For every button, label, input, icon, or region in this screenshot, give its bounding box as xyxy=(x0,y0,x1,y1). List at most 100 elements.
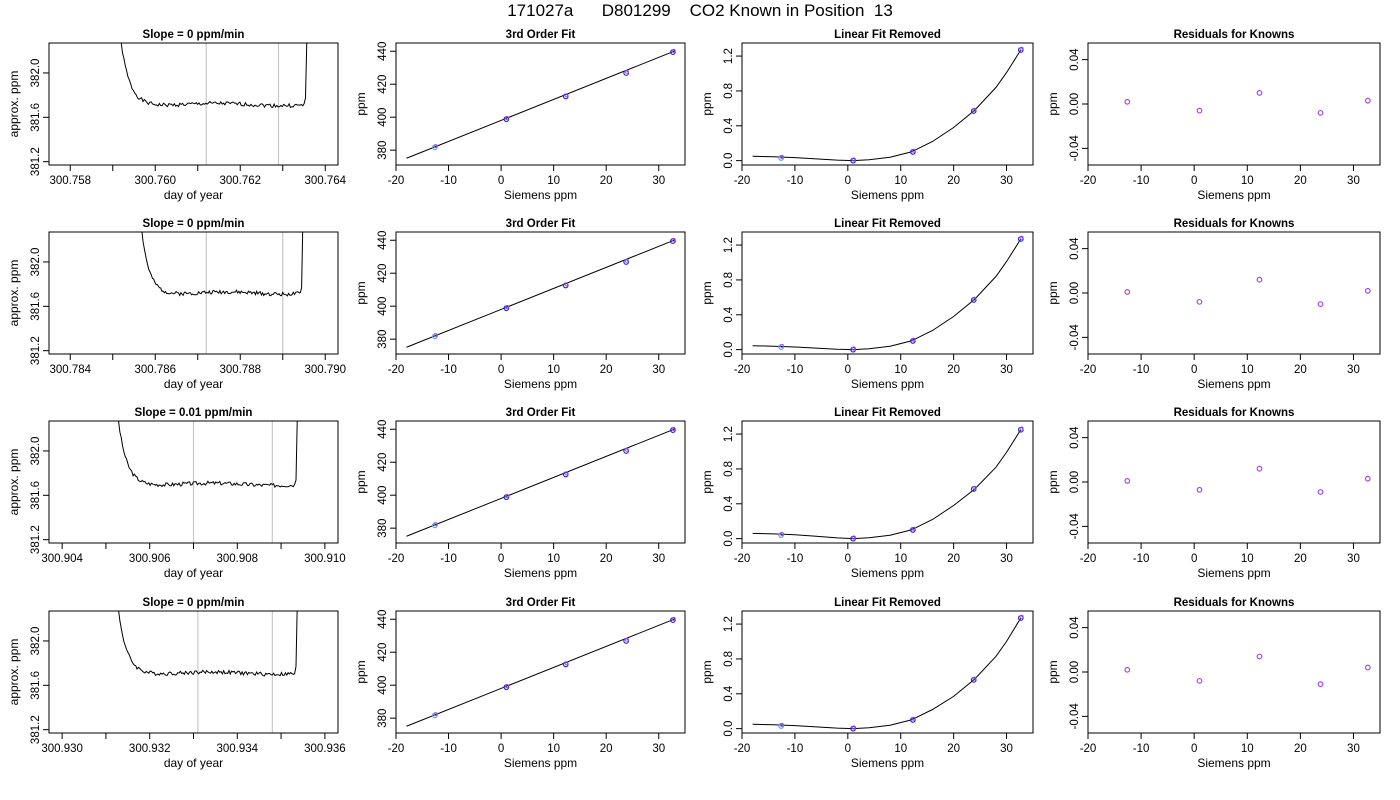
x-tick-label: 0 xyxy=(498,364,504,376)
x-tick-label: 30 xyxy=(652,743,665,755)
y-tick-label: 0.4 xyxy=(723,117,735,134)
plot-frame xyxy=(741,420,1034,544)
data-point-replicate xyxy=(1019,614,1024,619)
x-tick-label: 0 xyxy=(1191,743,1197,755)
data-point-replicate xyxy=(779,154,784,159)
x-tick-label: -20 xyxy=(1080,175,1097,187)
y-axis-label: ppm xyxy=(1046,660,1060,683)
x-tick-label: 20 xyxy=(600,553,613,565)
panel-4-3: -20 -10 0 10 20 30 0.0 0.4 0.8 1.2 Linear Fit Remo… xyxy=(700,597,1034,770)
x-tick-label: 10 xyxy=(547,743,560,755)
y-tick-label: 0.04 xyxy=(1069,426,1081,449)
panel-title: Slope = 0 ppm/min xyxy=(143,597,245,609)
x-tick-label: 30 xyxy=(652,553,665,565)
panel-title: 3rd Order Fit xyxy=(506,29,576,41)
x-tick-label: 10 xyxy=(894,175,907,187)
y-tick-label: 380 xyxy=(377,141,389,160)
data-point xyxy=(1196,107,1203,114)
x-axis-label: Siemens ppm xyxy=(504,566,577,580)
x-tick-label: 0 xyxy=(845,364,851,376)
data-point-replicate xyxy=(433,333,438,338)
y-axis-label: ppm xyxy=(700,281,714,304)
plot-frame xyxy=(741,42,1034,166)
y-axis-label: ppm xyxy=(1046,281,1060,304)
data-point-replicate xyxy=(671,426,676,431)
plot-frame xyxy=(1087,610,1381,734)
x-tick-label: 300.934 xyxy=(216,743,258,755)
fit-curve xyxy=(752,238,1022,351)
x-tick-label: 0 xyxy=(1191,364,1197,376)
y-tick-label: 420 xyxy=(377,643,389,662)
plot-data xyxy=(120,43,308,109)
data-point-replicate xyxy=(1019,46,1024,51)
panel-4-4: -20 -10 0 10 20 30 -0.04 0.00 0.04 Residuals for … xyxy=(1046,597,1381,770)
data-point-replicate xyxy=(564,471,569,476)
y-tick-label: 381.2 xyxy=(30,147,42,176)
x-axis-label: Siemens ppm xyxy=(851,377,924,391)
plot-data xyxy=(406,239,675,348)
x-tick-label: -20 xyxy=(388,553,405,565)
fit-line xyxy=(406,239,675,348)
data-point-replicate xyxy=(851,346,856,351)
y-tick-label: 0.4 xyxy=(723,685,735,702)
x-axis-label: Siemens ppm xyxy=(504,377,577,391)
y-tick-label: 440 xyxy=(377,42,389,61)
x-axis-label: Siemens ppm xyxy=(851,756,924,770)
concentration-trace xyxy=(141,232,304,297)
plot-data xyxy=(752,49,1022,162)
y-tick-label: 0.00 xyxy=(1069,282,1081,304)
data-point xyxy=(1196,677,1203,684)
panel-title: Linear Fit Removed xyxy=(834,597,941,609)
x-tick-label: 300.764 xyxy=(304,175,346,187)
y-tick-label: 381.6 xyxy=(30,481,42,510)
y-tick-label: 0.0 xyxy=(723,531,735,547)
y-axis-label: approx. ppm xyxy=(7,260,21,327)
plot-frame xyxy=(1087,420,1381,544)
x-tick-label: 20 xyxy=(1294,364,1307,376)
y-tick-label: 400 xyxy=(377,297,389,316)
y-tick-label: 382.0 xyxy=(30,59,42,88)
x-tick-label: 300.906 xyxy=(129,553,171,565)
data-point-replicate xyxy=(1019,426,1024,431)
x-tick-label: -20 xyxy=(388,175,405,187)
x-tick-label: 300.788 xyxy=(219,364,261,376)
data-point-replicate xyxy=(433,522,438,527)
x-tick-label: 0 xyxy=(845,553,851,565)
x-axis-label: Siemens ppm xyxy=(1197,188,1270,202)
panel-title: 3rd Order Fit xyxy=(506,407,576,419)
y-axis-label: ppm xyxy=(354,660,368,683)
plot-frame xyxy=(48,42,339,166)
x-tick-label: 300.786 xyxy=(134,364,176,376)
panel-3-2: -20 -10 0 10 20 30 380 400 420 440 3rd Order Fit Si… xyxy=(354,407,686,580)
x-axis-label: Siemens ppm xyxy=(851,188,924,202)
plot-frame xyxy=(1087,231,1381,355)
y-tick-label: 381.2 xyxy=(30,525,42,554)
fit-line xyxy=(406,618,675,727)
y-axis-label: ppm xyxy=(354,92,368,115)
x-axis-label: Siemens ppm xyxy=(504,756,577,770)
x-tick-label: -10 xyxy=(1133,553,1150,565)
x-tick-label: 30 xyxy=(1347,553,1360,565)
plot-frame xyxy=(395,610,686,734)
panel-3-4: -20 -10 0 10 20 30 -0.04 0.00 0.04 Residuals for … xyxy=(1046,407,1381,580)
data-point xyxy=(1196,486,1203,493)
y-tick-label: -0.04 xyxy=(1069,135,1081,162)
panel-title: Residuals for Knowns xyxy=(1174,407,1295,419)
x-tick-label: -10 xyxy=(787,175,804,187)
panel-2-3: -20 -10 0 10 20 30 0.0 0.4 0.8 1.2 Linear Fit Remo… xyxy=(700,218,1034,391)
x-tick-label: -10 xyxy=(440,364,457,376)
x-tick-label: 20 xyxy=(600,743,613,755)
y-tick-label: 0.8 xyxy=(723,272,735,288)
y-tick-label: 381.6 xyxy=(30,671,42,700)
x-tick-label: -20 xyxy=(734,553,751,565)
x-tick-label: 0 xyxy=(498,175,504,187)
y-tick-label: 420 xyxy=(377,75,389,94)
data-point xyxy=(1364,287,1371,294)
x-axis-label: Siemens ppm xyxy=(1197,377,1270,391)
x-tick-label: 20 xyxy=(947,553,960,565)
x-tick-label: -20 xyxy=(388,364,405,376)
data-point xyxy=(1317,301,1324,307)
x-tick-label: -20 xyxy=(1080,364,1097,376)
y-axis-label: ppm xyxy=(354,281,368,304)
